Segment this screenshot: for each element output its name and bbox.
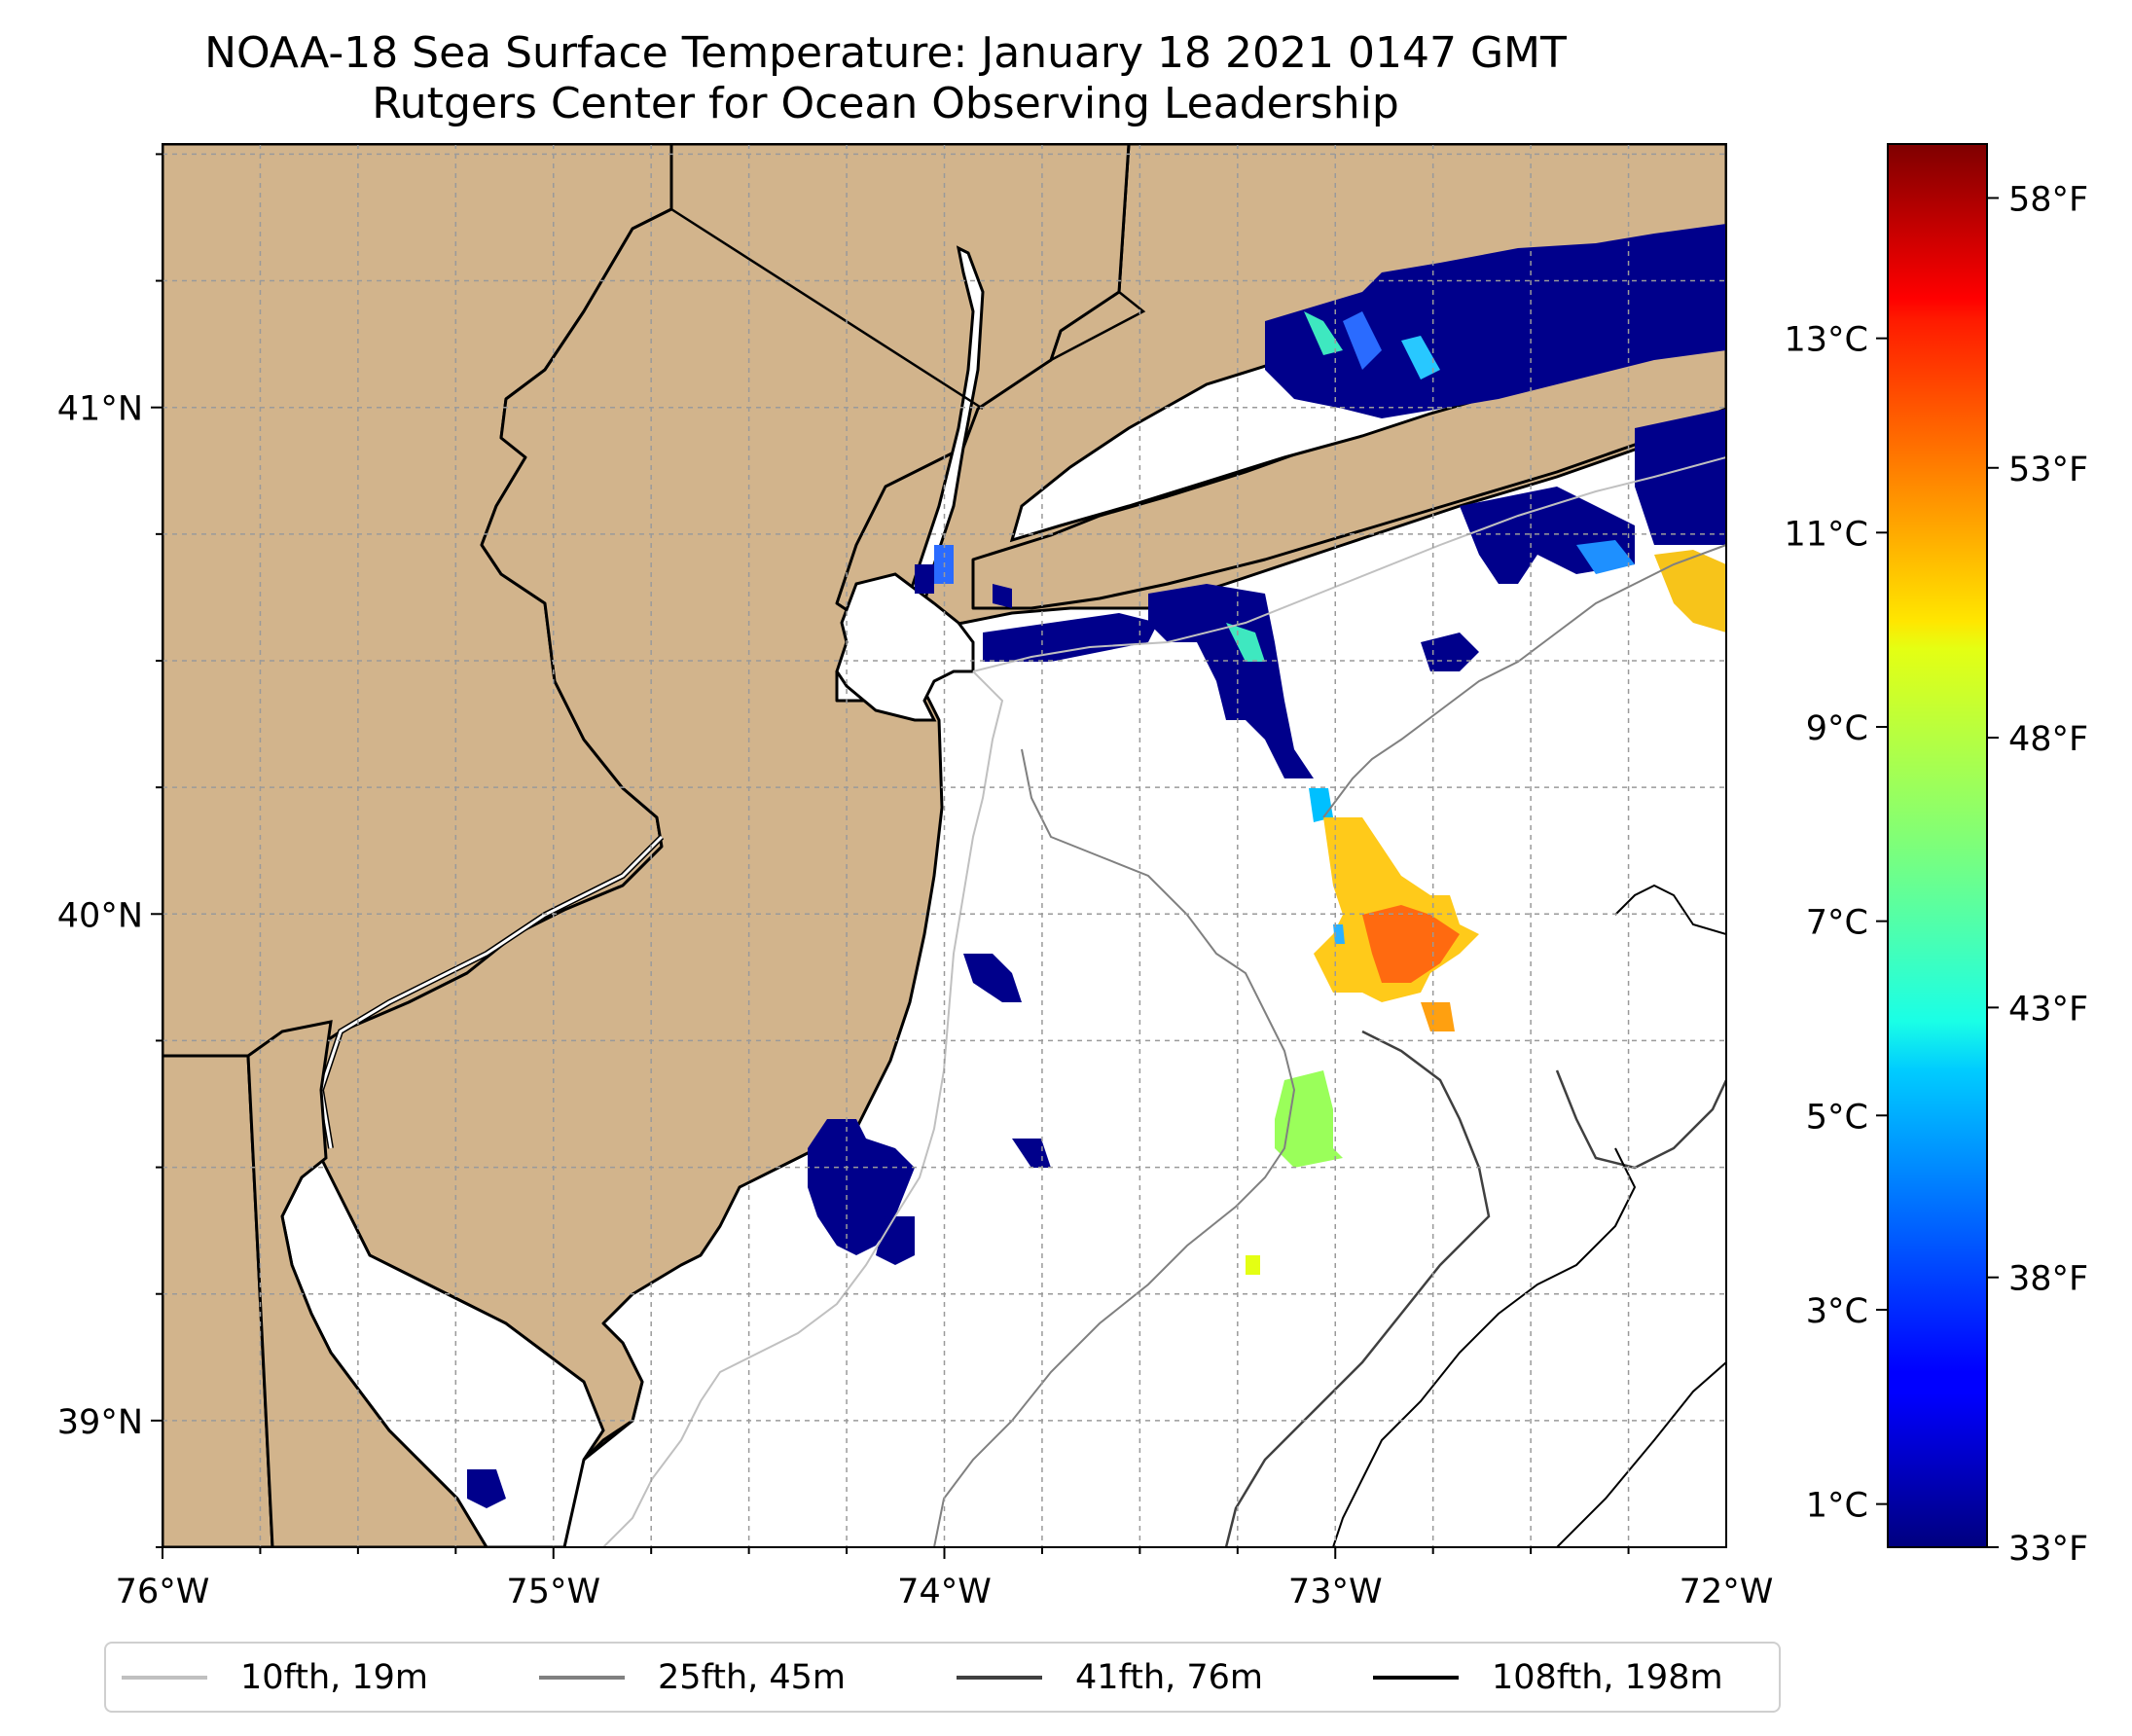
legend-item-41fth: 41fth, 76m bbox=[957, 1644, 1263, 1711]
colorbar-f-label: 33°F bbox=[2008, 1530, 2088, 1569]
colorbar-f-label: 48°F bbox=[2008, 720, 2088, 759]
legend-swatch bbox=[122, 1675, 207, 1680]
contour-25fth bbox=[933, 544, 1726, 1547]
x-tick-label: 74°W bbox=[897, 1573, 992, 1611]
legend-swatch bbox=[1373, 1675, 1459, 1680]
legend: 10fth, 19m 25fth, 45m 41fth, 76m 108fth,… bbox=[104, 1642, 1781, 1713]
y-tick-label: 40°N bbox=[57, 896, 143, 935]
colorbar-ticks: 13°C 11°C 9°C 7°C 5°C 3°C 1°C 58°F 53°F 48°F 43°F 3… bbox=[1785, 180, 2089, 1569]
land-delmarva-east bbox=[246, 1020, 488, 1547]
colorbar-c-label: 5°C bbox=[1806, 1098, 1868, 1137]
map-content bbox=[163, 144, 1726, 1547]
colorbar-c-label: 3°C bbox=[1806, 1292, 1868, 1331]
chart-title: NOAA-18 Sea Surface Temperature: January… bbox=[204, 28, 1567, 78]
colorbar-c-label: 7°C bbox=[1806, 904, 1868, 943]
chart-subtitle: Rutgers Center for Ocean Observing Leade… bbox=[372, 79, 1399, 128]
legend-label: 25fth, 45m bbox=[658, 1657, 847, 1697]
x-tick-label: 76°W bbox=[116, 1573, 210, 1611]
colorbar-c-label: 9°C bbox=[1806, 709, 1868, 748]
colorbar-f-label: 53°F bbox=[2008, 451, 2088, 489]
legend-label: 41fth, 76m bbox=[1075, 1657, 1264, 1697]
x-tick-label: 73°W bbox=[1288, 1573, 1383, 1611]
state-boundaries bbox=[163, 144, 1146, 1547]
legend-swatch bbox=[539, 1675, 625, 1680]
x-tick-label: 72°W bbox=[1680, 1573, 1774, 1611]
legend-label: 108fth, 198m bbox=[1492, 1657, 1723, 1697]
colorbar-f-label: 43°F bbox=[2008, 990, 2088, 1029]
colorbar-c-label: 1°C bbox=[1806, 1487, 1868, 1526]
legend-item-10fth: 10fth, 19m bbox=[122, 1644, 428, 1711]
legend-item-25fth: 25fth, 45m bbox=[539, 1644, 846, 1711]
gridlines bbox=[163, 144, 1726, 1547]
y-tick-label: 39°N bbox=[57, 1403, 143, 1442]
ny-harbor bbox=[835, 572, 975, 722]
contour-108fth bbox=[1332, 884, 1726, 1547]
legend-item-108fth: 108fth, 198m bbox=[1373, 1644, 1723, 1711]
y-tick-label: 41°N bbox=[57, 390, 143, 429]
land-delmarva bbox=[163, 1054, 274, 1547]
axis-ticks: 76°W 75°W 74°W 73°W 72°W 41°N 40°N 39°N bbox=[57, 153, 1774, 1611]
colorbar-f-label: 58°F bbox=[2008, 180, 2088, 219]
colorbar-f-label: 38°F bbox=[2008, 1260, 2088, 1299]
delaware-river-inner bbox=[319, 835, 664, 1149]
legend-swatch bbox=[957, 1675, 1042, 1680]
colorbar-c-label: 13°C bbox=[1785, 321, 1868, 360]
sst-data bbox=[467, 224, 1726, 1508]
colorbar-c-label: 11°C bbox=[1785, 515, 1868, 554]
colorbar bbox=[1887, 143, 1988, 1548]
legend-label: 10fth, 19m bbox=[240, 1657, 429, 1697]
x-tick-label: 75°W bbox=[506, 1573, 600, 1611]
